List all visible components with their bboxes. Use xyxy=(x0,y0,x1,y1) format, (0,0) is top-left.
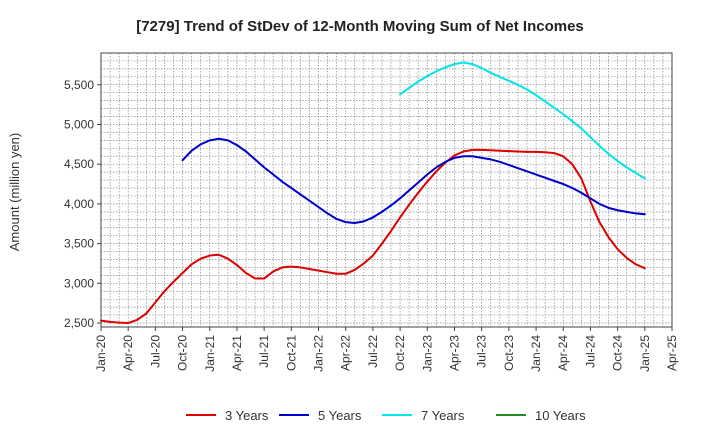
y-tick-label: 2,500 xyxy=(64,316,94,330)
plot-frame xyxy=(100,52,673,328)
x-tick-label: Oct-21 xyxy=(284,335,298,371)
legend-item: 3 Years xyxy=(186,408,269,423)
legend-label: 10 Years xyxy=(535,408,586,423)
x-tick-label: Jan-25 xyxy=(638,335,652,372)
x-tick-labels: Jan-20 Apr-20 Jul-20 Oct-20 Jan-21 Apr-21 Jul-… xyxy=(94,335,679,372)
x-tick-label: Oct-24 xyxy=(611,335,625,371)
y-tick-label: 5,000 xyxy=(64,117,94,131)
legend-item: 5 Years xyxy=(279,408,362,423)
x-tick-label: Jul-23 xyxy=(475,335,489,368)
x-tick-label: Jan-24 xyxy=(529,335,543,372)
x-tick-label: Apr-20 xyxy=(121,335,135,371)
legend-label: 3 Years xyxy=(225,408,269,423)
y-axis-label: Amount (million yen) xyxy=(7,133,22,252)
series-lines xyxy=(100,61,646,325)
y-tick-label: 4,000 xyxy=(64,197,94,211)
series-line-2 xyxy=(181,137,646,224)
legend-label: 5 Years xyxy=(318,408,362,423)
legend-item: 10 Years xyxy=(496,408,586,423)
x-tick-label: Oct-20 xyxy=(176,335,190,371)
y-tick-label: 4,500 xyxy=(64,157,94,171)
x-tick-label: Jul-24 xyxy=(583,335,597,368)
x-tick-label: Jul-21 xyxy=(257,335,271,368)
x-tick-label: Apr-25 xyxy=(665,335,679,371)
legend-item: 7 Years xyxy=(382,408,465,423)
y-tick-labels: 2,500 3,000 3,500 4,000 4,500 5,000 5,500 xyxy=(64,78,94,330)
x-tick-label: Apr-21 xyxy=(230,335,244,371)
x-tick-label: Jan-23 xyxy=(420,335,434,372)
x-tick-label: Jul-20 xyxy=(148,335,162,368)
x-tick-label: Oct-22 xyxy=(393,335,407,371)
legend-label: 7 Years xyxy=(421,408,465,423)
x-tick-label: Oct-23 xyxy=(502,335,516,371)
series-line-3 xyxy=(399,61,646,180)
x-tick-label: Jan-20 xyxy=(94,335,108,372)
y-tick-label: 3,500 xyxy=(64,237,94,251)
x-tick-label: Apr-22 xyxy=(339,335,353,371)
x-tick-label: Apr-24 xyxy=(556,335,570,371)
y-tick-label: 5,500 xyxy=(64,78,94,92)
x-tick-label: Jan-22 xyxy=(312,335,326,372)
x-tick-label: Apr-23 xyxy=(447,335,461,371)
series-line-1 xyxy=(100,148,646,325)
axes xyxy=(97,52,673,331)
x-tick-label: Jan-21 xyxy=(203,335,217,372)
grid-lines xyxy=(101,53,672,327)
chart-title: [7279] Trend of StDev of 12-Month Moving… xyxy=(136,18,584,35)
y-tick-label: 3,000 xyxy=(64,276,94,290)
x-tick-label: Jul-22 xyxy=(366,335,380,368)
legend: 3 Years 5 Years 7 Years 10 Years xyxy=(186,408,586,423)
